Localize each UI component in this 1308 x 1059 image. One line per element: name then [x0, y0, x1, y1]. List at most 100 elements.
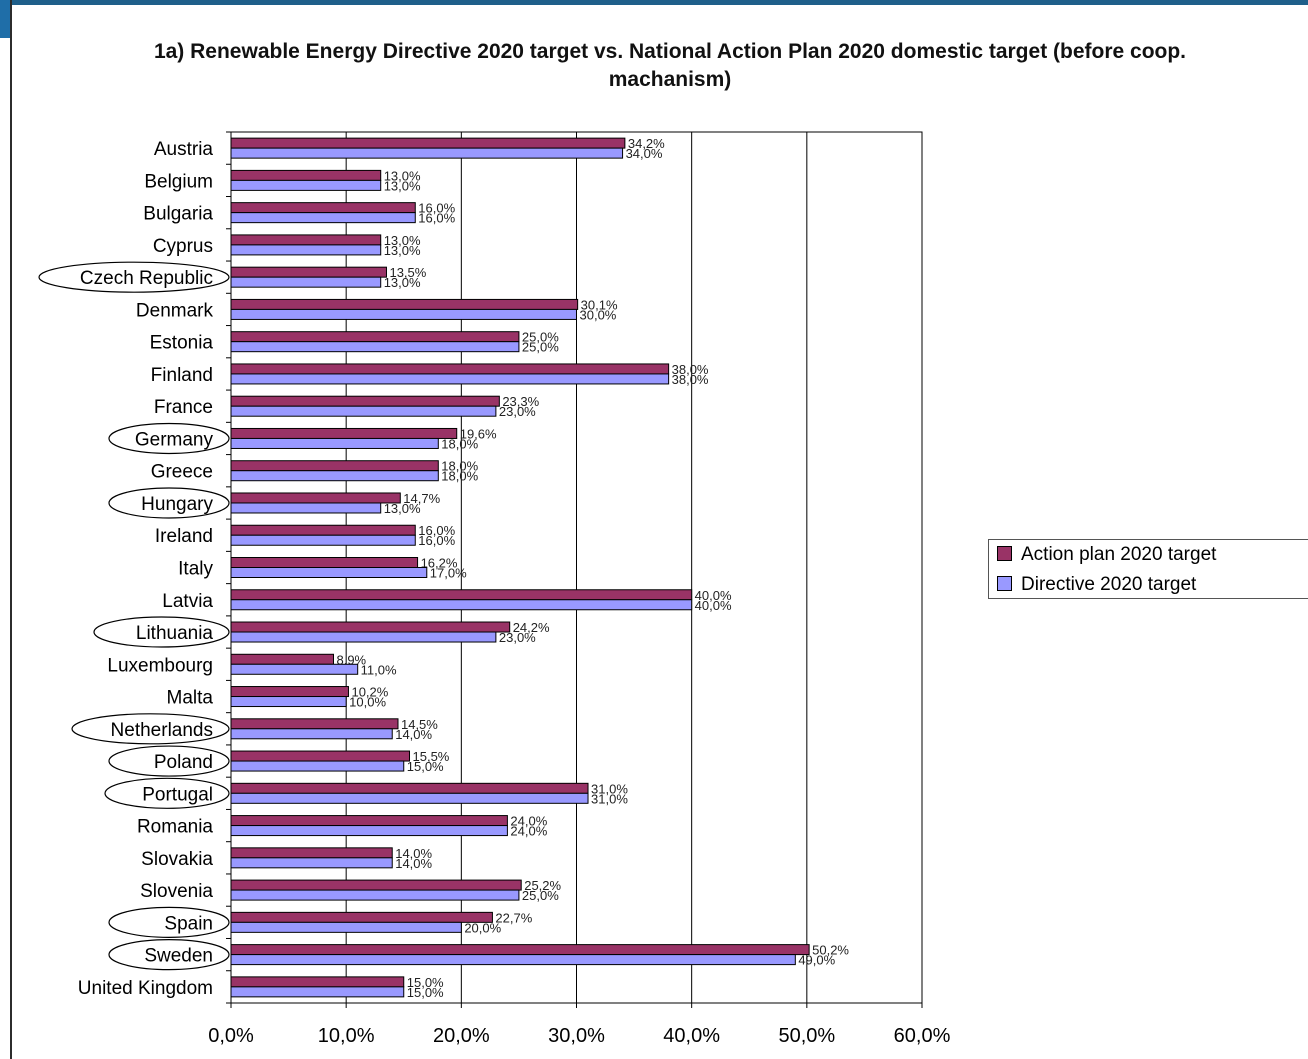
data-label: 13,0% — [384, 168, 421, 183]
data-label: 10,0% — [349, 695, 386, 710]
data-label: 16,0% — [418, 523, 455, 538]
data-label: 24,2% — [513, 620, 550, 635]
data-label: 23,3% — [502, 394, 539, 409]
bar — [230, 911, 493, 923]
legend-label-directive: Directive 2020 target — [1021, 574, 1197, 595]
data-label: 25,2% — [524, 878, 561, 893]
data-label: 15,0% — [407, 975, 444, 990]
data-label: 10,2% — [351, 685, 388, 700]
data-label: 19,6% — [460, 426, 497, 441]
bar — [230, 889, 520, 901]
bar — [230, 427, 458, 439]
x-tick-label: 60,0% — [894, 1025, 951, 1047]
x-tick-label: 30,0% — [548, 1025, 605, 1047]
bar — [230, 728, 393, 740]
data-label: 14,0% — [395, 727, 432, 742]
bar — [230, 437, 439, 449]
category-label: Netherlands — [111, 720, 213, 741]
category-label: Germany — [135, 429, 214, 450]
data-label: 14,0% — [395, 856, 432, 871]
bar — [230, 986, 405, 998]
data-label: 18,0% — [441, 469, 478, 484]
data-label: 13,5% — [389, 265, 426, 280]
category-label: Austria — [154, 139, 214, 160]
data-label: 15,5% — [413, 749, 450, 764]
legend-item-action-plan: Action plan 2020 target — [997, 543, 1216, 567]
data-label: 16,2% — [421, 556, 458, 571]
data-label: 22,7% — [495, 910, 532, 925]
category-label: United Kingdom — [78, 978, 213, 999]
bar — [230, 169, 382, 181]
category-label: Greece — [151, 462, 213, 483]
data-label: 13,0% — [384, 233, 421, 248]
data-label: 14,5% — [401, 717, 438, 732]
bar — [230, 234, 382, 246]
data-label: 50,2% — [812, 943, 849, 958]
category-label: Malta — [167, 688, 214, 709]
window-corner-accent — [0, 0, 12, 38]
bar — [230, 405, 497, 417]
bar — [230, 567, 428, 578]
category-label: Portugal — [142, 784, 213, 805]
category-label: Belgium — [144, 171, 213, 192]
x-tick-label: 20,0% — [433, 1025, 490, 1047]
category-highlight-ellipse — [38, 261, 230, 293]
bar — [230, 857, 393, 869]
bar — [230, 782, 589, 794]
bar — [230, 308, 577, 320]
bar — [230, 621, 511, 633]
data-label: 34,0% — [626, 146, 663, 161]
data-label: 16,0% — [418, 533, 455, 548]
category-label: Spain — [164, 913, 213, 934]
category-highlight-ellipse — [104, 777, 230, 809]
chart-legend: Action plan 2020 target Directive 2020 t… — [988, 539, 1308, 599]
bar — [230, 653, 334, 665]
bar — [230, 212, 416, 224]
bar — [230, 341, 520, 353]
data-label: 13,0% — [384, 178, 421, 193]
category-label: Estonia — [150, 333, 214, 354]
category-label: France — [154, 397, 213, 418]
category-label: Ireland — [155, 526, 213, 547]
bar — [230, 879, 522, 891]
data-label: 18,0% — [441, 459, 478, 474]
category-highlight-ellipse — [108, 939, 230, 971]
data-label: 25,0% — [522, 888, 559, 903]
data-label: 16,0% — [418, 211, 455, 226]
bar — [230, 298, 579, 310]
bar — [230, 750, 411, 762]
bar — [230, 202, 416, 214]
data-label: 31,0% — [591, 791, 628, 806]
data-label: 23,0% — [499, 630, 536, 645]
data-label: 16,0% — [418, 201, 455, 216]
bar — [230, 825, 508, 837]
category-label: Italy — [178, 559, 213, 580]
bar — [230, 557, 419, 568]
data-label: 13,0% — [384, 243, 421, 258]
bar — [230, 363, 670, 375]
bar — [230, 470, 439, 482]
bar — [230, 266, 387, 278]
x-tick-label: 0,0% — [208, 1025, 254, 1047]
bar — [230, 331, 520, 343]
bar — [230, 760, 405, 772]
bar — [230, 524, 416, 536]
data-label: 31,0% — [591, 781, 628, 796]
bar — [230, 663, 359, 675]
bar — [230, 137, 626, 149]
bar — [230, 599, 693, 611]
category-label: Slovakia — [141, 849, 213, 870]
bar — [230, 534, 416, 546]
bar — [230, 395, 500, 407]
legend-swatch-action-plan — [997, 546, 1012, 561]
data-label: 17,0% — [430, 566, 467, 581]
bar — [230, 792, 589, 804]
category-highlight-ellipse — [71, 713, 230, 745]
data-label: 13,0% — [384, 275, 421, 290]
category-label: Luxembourg — [107, 655, 213, 676]
bar — [230, 179, 382, 191]
x-tick-label: 50,0% — [778, 1025, 835, 1047]
data-label: 38,0% — [672, 372, 709, 387]
bar — [230, 696, 347, 708]
category-label: Finland — [151, 365, 213, 386]
